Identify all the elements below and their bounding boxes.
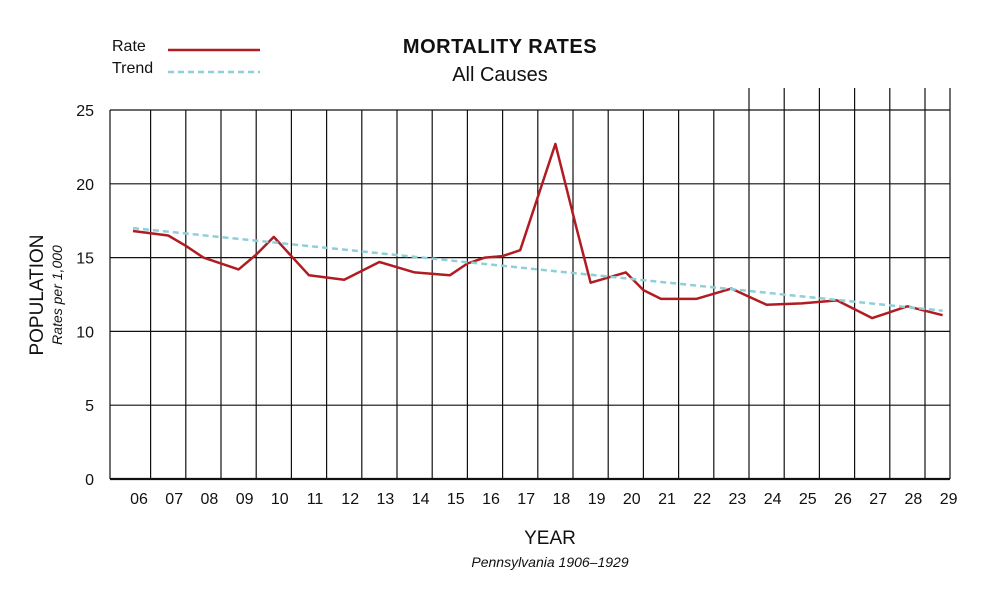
legend-swatch-trend bbox=[168, 70, 260, 74]
x-tick-label: 24 bbox=[764, 491, 782, 508]
y-axis-label: POPULATION bbox=[27, 234, 48, 356]
y-axis-sublabel: Rates per 1,000 bbox=[49, 245, 65, 345]
y-axis-label-group: POPULATION Rates per 1,000 bbox=[27, 234, 65, 355]
y-tick-label: 15 bbox=[76, 251, 94, 268]
y-tick-label: 10 bbox=[76, 324, 94, 341]
legend-swatch-rate bbox=[168, 48, 260, 52]
series-line-trend bbox=[132, 226, 943, 312]
x-axis-label: YEAR bbox=[524, 528, 576, 549]
x-tick-label: 13 bbox=[377, 491, 395, 508]
y-tick-label: 25 bbox=[76, 103, 94, 120]
x-tick-label: 29 bbox=[940, 491, 958, 508]
x-tick-label: 20 bbox=[623, 491, 641, 508]
x-tick-label: 12 bbox=[341, 491, 359, 508]
x-tick-label: 25 bbox=[799, 491, 817, 508]
chart-title: MORTALITY RATES bbox=[402, 36, 598, 58]
x-tick-label: 23 bbox=[729, 491, 747, 508]
x-axis-note: Pennsylvania 1906–1929 bbox=[471, 554, 629, 570]
x-tick-label: 16 bbox=[482, 491, 500, 508]
x-tick-label: 26 bbox=[834, 491, 852, 508]
x-tick-label: 09 bbox=[236, 491, 254, 508]
x-tick-label: 15 bbox=[447, 491, 465, 508]
x-tick-label: 18 bbox=[553, 491, 571, 508]
x-tick-label: 22 bbox=[693, 491, 711, 508]
x-tick-label: 28 bbox=[905, 491, 923, 508]
legend-label-trend: Trend bbox=[112, 60, 154, 77]
x-tick-label: 10 bbox=[271, 491, 289, 508]
y-tick-label: 20 bbox=[76, 177, 94, 194]
legend-label-rate: Rate bbox=[112, 38, 146, 55]
x-tick-label: 27 bbox=[869, 491, 887, 508]
x-tick-label: 11 bbox=[307, 491, 324, 508]
x-tick-label: 19 bbox=[588, 491, 606, 508]
chart-subtitle: All Causes bbox=[452, 64, 548, 86]
y-tick-label: 0 bbox=[85, 472, 94, 489]
x-tick-label: 07 bbox=[165, 491, 183, 508]
y-tick-label: 5 bbox=[85, 398, 94, 415]
x-tick-label: 14 bbox=[412, 491, 430, 508]
x-tick-label: 06 bbox=[130, 491, 148, 508]
series-line-rate bbox=[132, 142, 943, 320]
x-tick-label: 08 bbox=[201, 491, 219, 508]
x-tick-label: 21 bbox=[658, 491, 676, 508]
x-tick-label: 17 bbox=[517, 491, 535, 508]
